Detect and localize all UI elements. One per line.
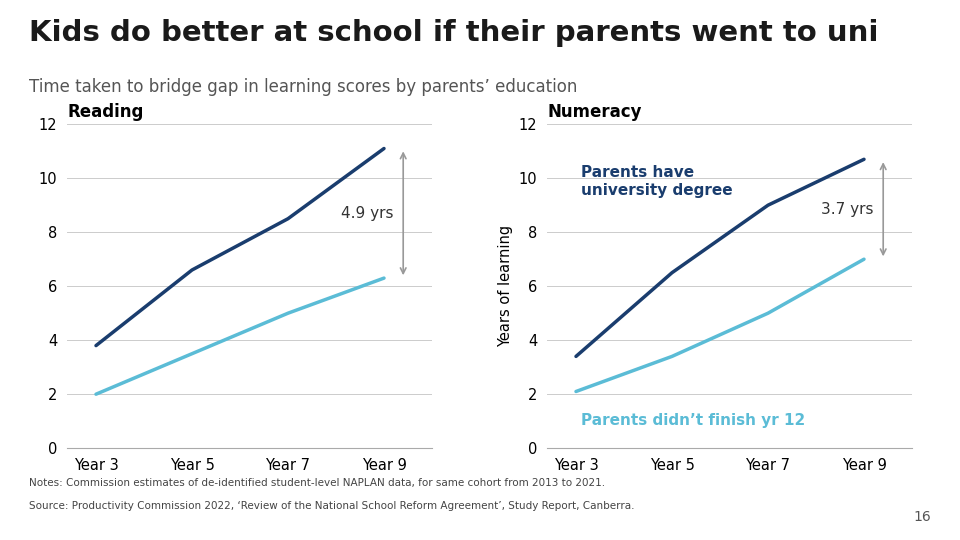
Text: 4.9 yrs: 4.9 yrs [341,206,394,221]
Y-axis label: Years of learning: Years of learning [498,225,514,347]
Text: Parents didn’t finish yr 12: Parents didn’t finish yr 12 [581,413,805,428]
Text: Time taken to bridge gap in learning scores by parents’ education: Time taken to bridge gap in learning sco… [29,78,577,96]
Text: Notes: Commission estimates of de-identified student-level NAPLAN data, for same: Notes: Commission estimates of de-identi… [29,478,605,488]
Text: Numeracy: Numeracy [547,103,641,122]
Text: 16: 16 [914,510,931,524]
Text: Source: Productivity Commission 2022, ‘Review of the National School Reform Agre: Source: Productivity Commission 2022, ‘R… [29,501,635,511]
Text: Reading: Reading [67,103,144,122]
Text: Kids do better at school if their parents went to uni: Kids do better at school if their parent… [29,19,878,47]
Text: Parents have
university degree: Parents have university degree [581,165,732,198]
Text: 3.7 yrs: 3.7 yrs [821,202,874,217]
